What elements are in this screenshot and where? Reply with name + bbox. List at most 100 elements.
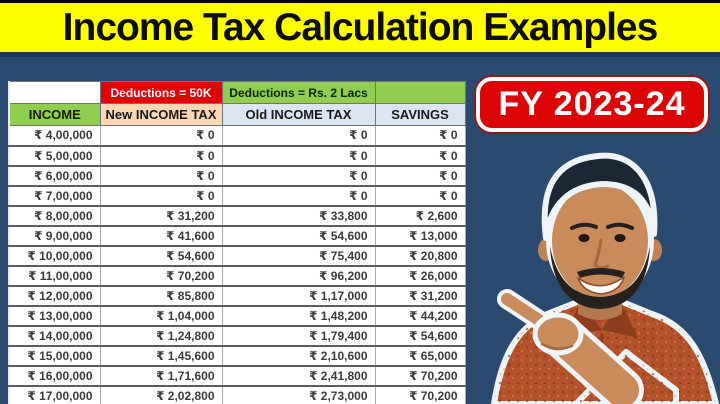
- table-row: ₹ 16,00,000 ₹ 1,71,600 ₹ 2,41,800 ₹ 70,200: [8, 364, 466, 386]
- cell-old-tax: ₹ 33,800: [221, 204, 376, 226]
- mustache: [577, 268, 625, 278]
- column-header-savings: SAVINGS: [374, 103, 466, 126]
- hair: [541, 152, 658, 241]
- table-row: ₹ 17,00,000 ₹ 2,02,800 ₹ 2,73,000 ₹ 70,200: [8, 384, 466, 404]
- table-row: ₹ 5,00,000 ₹ 0 ₹ 0 ₹ 0: [8, 144, 466, 166]
- cell-income: ₹ 10,00,000: [8, 244, 101, 266]
- eyebrow-right: [606, 222, 634, 230]
- cell-savings: ₹ 70,200: [374, 364, 466, 386]
- nose: [593, 238, 610, 270]
- cell-savings: ₹ 0: [374, 144, 466, 166]
- cell-income: ₹ 12,00,000: [8, 284, 101, 306]
- cell-new-tax: ₹ 2,02,800: [99, 384, 223, 404]
- cell-income: ₹ 5,00,000: [8, 144, 101, 166]
- presenter-photo: [480, 138, 720, 404]
- cell-income: ₹ 17,00,000: [8, 384, 101, 404]
- cell-income: ₹ 13,00,000: [8, 304, 101, 326]
- smile: [577, 276, 625, 295]
- cell-income: ₹ 7,00,000: [8, 184, 101, 206]
- eyebrow-left: [570, 222, 598, 230]
- cell-savings: ₹ 0: [374, 164, 466, 186]
- cell-income: ₹ 9,00,000: [8, 224, 101, 246]
- cell-savings: ₹ 31,200: [374, 284, 466, 306]
- cell-new-tax: ₹ 31,200: [99, 204, 223, 226]
- cell-income: ₹ 11,00,000: [8, 264, 101, 286]
- income-tax-table: Deductions = 50K Deductions = Rs. 2 Lacs…: [8, 81, 466, 404]
- cell-new-tax: ₹ 70,200: [99, 264, 223, 286]
- table-row: ₹ 7,00,000 ₹ 0 ₹ 0 ₹ 0: [8, 184, 466, 206]
- cell-new-tax: ₹ 1,04,000: [99, 304, 223, 326]
- cell-savings: ₹ 13,000: [374, 224, 466, 246]
- cell-income: ₹ 8,00,000: [8, 204, 101, 226]
- table-row: ₹ 11,00,000 ₹ 70,200 ₹ 96,200 ₹ 26,000: [8, 264, 466, 286]
- beard: [550, 246, 650, 309]
- cell-old-tax: ₹ 0: [221, 125, 376, 146]
- presenter-pointing-illustration: [491, 152, 719, 404]
- cell-income: ₹ 14,00,000: [8, 324, 101, 346]
- cell-new-tax: ₹ 41,600: [99, 224, 223, 246]
- column-header-new-income-tax: New INCOME TAX: [99, 103, 223, 126]
- cell-old-tax: ₹ 96,200: [221, 264, 376, 286]
- cell-old-tax: ₹ 75,400: [221, 244, 376, 266]
- table-row: ₹ 15,00,000 ₹ 1,45,600 ₹ 2,10,600 ₹ 65,000: [8, 344, 466, 366]
- cell-savings: ₹ 44,200: [374, 304, 466, 326]
- new-tax-deduction-label: Deductions = 50K: [99, 81, 223, 104]
- cell-income: ₹ 15,00,000: [8, 344, 101, 366]
- table-row: ₹ 14,00,000 ₹ 1,24,800 ₹ 1,79,400 ₹ 54,600: [8, 324, 466, 346]
- blank-cell: [8, 81, 101, 104]
- cell-new-tax: ₹ 85,800: [99, 284, 223, 306]
- table-row: ₹ 6,00,000 ₹ 0 ₹ 0 ₹ 0: [8, 164, 466, 186]
- blank-green-cell: [374, 81, 466, 104]
- knuckle-line: [540, 342, 574, 350]
- cell-new-tax: ₹ 0: [99, 125, 223, 146]
- page-title: Income Tax Calculation Examples: [62, 5, 659, 49]
- cell-savings: ₹ 65,000: [374, 344, 466, 366]
- cell-savings: ₹ 0: [374, 184, 466, 206]
- cell-new-tax: ₹ 0: [99, 184, 223, 206]
- table-row: ₹ 4,00,000 ₹ 0 ₹ 0 ₹ 0: [8, 125, 466, 146]
- cell-old-tax: ₹ 1,17,000: [221, 284, 376, 306]
- title-banner: Income Tax Calculation Examples: [0, 0, 720, 57]
- fy-badge: FY 2023-24: [476, 77, 708, 132]
- cell-old-tax: ₹ 2,73,000: [221, 384, 376, 404]
- cell-income: ₹ 4,00,000: [8, 125, 101, 146]
- deductions-header-row: Deductions = 50K Deductions = Rs. 2 Lacs: [8, 81, 466, 104]
- old-tax-deduction-label: Deductions = Rs. 2 Lacs: [221, 81, 376, 104]
- cell-new-tax: ₹ 0: [99, 164, 223, 186]
- cell-old-tax: ₹ 0: [221, 164, 376, 186]
- eye-left: [578, 234, 590, 242]
- column-header-old-income-tax: Old INCOME TAX: [221, 103, 376, 126]
- cell-old-tax: ₹ 0: [221, 144, 376, 166]
- cell-new-tax: ₹ 1,45,600: [99, 344, 223, 366]
- cell-old-tax: ₹ 2,41,800: [221, 364, 376, 386]
- cell-new-tax: ₹ 0: [99, 144, 223, 166]
- table-body: ₹ 4,00,000 ₹ 0 ₹ 0 ₹ 0 ₹ 5,00,000 ₹ 0 ₹ 0 ₹ 0 ₹ …: [8, 125, 466, 404]
- table-row: ₹ 13,00,000 ₹ 1,04,000 ₹ 1,48,200 ₹ 44,200: [8, 304, 466, 326]
- cell-income: ₹ 6,00,000: [8, 164, 101, 186]
- cell-savings: ₹ 70,200: [374, 384, 466, 404]
- cell-savings: ₹ 26,000: [374, 264, 466, 286]
- eye-right: [614, 234, 626, 242]
- column-header-row: INCOME New INCOME TAX Old INCOME TAX SAV…: [8, 103, 466, 126]
- cell-savings: ₹ 0: [374, 125, 466, 146]
- cell-old-tax: ₹ 0: [221, 184, 376, 206]
- cell-savings: ₹ 54,600: [374, 324, 466, 346]
- cell-old-tax: ₹ 2,10,600: [221, 344, 376, 366]
- cell-savings: ₹ 2,600: [374, 204, 466, 226]
- table-row: ₹ 9,00,000 ₹ 41,600 ₹ 54,600 ₹ 13,000: [8, 224, 466, 246]
- column-header-income: INCOME: [8, 103, 101, 126]
- shirt-collar-right: [602, 301, 638, 338]
- cell-old-tax: ₹ 1,79,400: [221, 324, 376, 346]
- cell-income: ₹ 16,00,000: [8, 364, 101, 386]
- cell-old-tax: ₹ 1,48,200: [221, 304, 376, 326]
- table-row: ₹ 10,00,000 ₹ 54,600 ₹ 75,400 ₹ 20,800: [8, 244, 466, 266]
- cell-new-tax: ₹ 1,24,800: [99, 324, 223, 346]
- cell-new-tax: ₹ 54,600: [99, 244, 223, 266]
- cell-old-tax: ₹ 54,600: [221, 224, 376, 246]
- cell-savings: ₹ 20,800: [374, 244, 466, 266]
- table-row: ₹ 8,00,000 ₹ 31,200 ₹ 33,800 ₹ 2,600: [8, 204, 466, 226]
- cell-new-tax: ₹ 1,71,600: [99, 364, 223, 386]
- hand-fist: [532, 312, 584, 356]
- table-row: ₹ 12,00,000 ₹ 85,800 ₹ 1,17,000 ₹ 31,200: [8, 284, 466, 306]
